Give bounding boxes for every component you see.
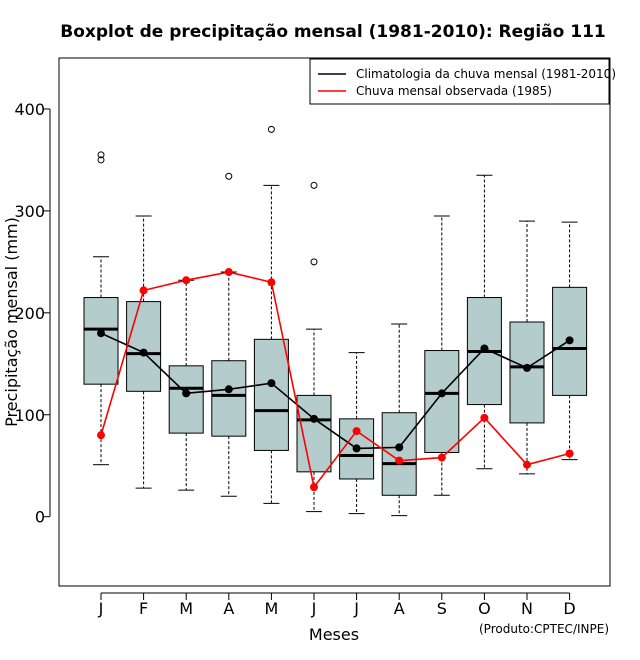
outlier-point xyxy=(310,181,318,189)
x-tick-label: M xyxy=(179,599,193,618)
box-iqr xyxy=(381,412,417,496)
x-tick-label: O xyxy=(478,599,491,618)
series-point xyxy=(182,276,191,285)
plot-frame xyxy=(58,57,611,587)
series-point xyxy=(267,278,276,287)
series-point xyxy=(182,389,191,398)
series-point xyxy=(437,389,446,398)
series-point xyxy=(139,286,148,295)
box-iqr xyxy=(168,365,204,434)
y-tick-label: 300 xyxy=(14,202,45,221)
series-point xyxy=(267,379,276,388)
series-point xyxy=(523,363,531,372)
box-iqr xyxy=(211,360,247,437)
series-point xyxy=(97,431,105,440)
series-point xyxy=(565,449,574,458)
series-point xyxy=(565,336,574,345)
series-point xyxy=(139,348,148,357)
series-point xyxy=(352,427,361,436)
series-point xyxy=(310,414,318,423)
credit-text: (Produto:CPTEC/INPE) xyxy=(479,622,609,636)
outlier-point xyxy=(310,258,318,266)
x-tick-label: J xyxy=(353,599,359,618)
outlier-point xyxy=(267,125,275,133)
box-iqr xyxy=(424,350,460,453)
y-tick-label: 0 xyxy=(35,508,45,527)
series-point xyxy=(310,483,318,492)
box-M-3 xyxy=(168,279,204,491)
series-point xyxy=(224,268,233,277)
box-iqr xyxy=(126,301,162,392)
box-A-4 xyxy=(211,172,247,497)
y-tick-label: 400 xyxy=(14,100,45,119)
box-S-9 xyxy=(424,215,460,496)
legend-label-climatology: Climatologia da chuva mensal (1981-2010) xyxy=(356,67,616,81)
box-J-1 xyxy=(83,151,119,466)
box-F-2 xyxy=(126,215,162,489)
series-point xyxy=(352,444,361,453)
series-point xyxy=(97,329,105,338)
legend-label-observed: Chuva mensal observada (1985) xyxy=(356,84,552,98)
series-point xyxy=(437,453,446,462)
x-tick-label: A xyxy=(223,599,234,618)
x-tick-label: M xyxy=(264,599,278,618)
x-tick-label: A xyxy=(394,599,405,618)
y-tick-label: 100 xyxy=(14,406,45,425)
y-axis: 0 100 200 300 400 xyxy=(14,100,51,527)
box-M-5 xyxy=(253,125,289,504)
box-iqr xyxy=(253,338,289,451)
series-line xyxy=(100,332,571,450)
series-layer xyxy=(97,268,574,492)
series-observed xyxy=(97,268,574,492)
series-point xyxy=(395,443,404,452)
y-tick-label: 200 xyxy=(14,304,45,323)
x-tick-label: N xyxy=(521,599,533,618)
y-axis-label: Precipitação mensal (mm) xyxy=(2,217,21,427)
series-point xyxy=(224,385,233,394)
x-tick-label: J xyxy=(98,599,104,618)
x-tick-label: D xyxy=(563,599,575,618)
box-N-11 xyxy=(509,220,545,475)
box-A-8 xyxy=(381,323,417,517)
box-iqr xyxy=(83,297,119,385)
series-point xyxy=(480,344,489,353)
series-climatology xyxy=(97,329,574,453)
series-line xyxy=(100,271,570,490)
legend: Climatologia da chuva mensal (1981-2010)… xyxy=(309,58,616,105)
legend-box xyxy=(309,58,610,105)
outlier-point xyxy=(225,172,233,180)
x-tick-label: J xyxy=(311,599,317,618)
x-axis-label: Meses xyxy=(309,625,359,644)
box-iqr xyxy=(509,321,545,424)
series-point xyxy=(395,456,404,465)
x-tick-label: F xyxy=(139,599,148,618)
boxes-layer xyxy=(83,125,588,517)
outlier-point xyxy=(97,156,105,164)
series-point xyxy=(480,413,489,422)
x-tick-label: S xyxy=(437,599,447,618)
outlier-point xyxy=(97,151,105,159)
series-point xyxy=(523,460,531,469)
chart-title: Boxplot de precipitação mensal (1981-201… xyxy=(60,22,605,42)
